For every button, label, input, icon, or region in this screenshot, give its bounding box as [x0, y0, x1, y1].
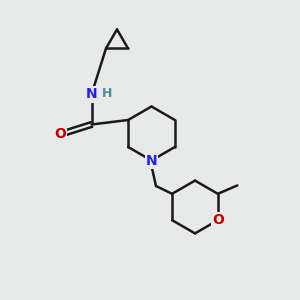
Text: N: N — [86, 88, 97, 101]
Text: O: O — [212, 213, 224, 227]
Text: O: O — [54, 127, 66, 140]
Text: N: N — [146, 154, 157, 167]
Text: H: H — [102, 86, 112, 100]
